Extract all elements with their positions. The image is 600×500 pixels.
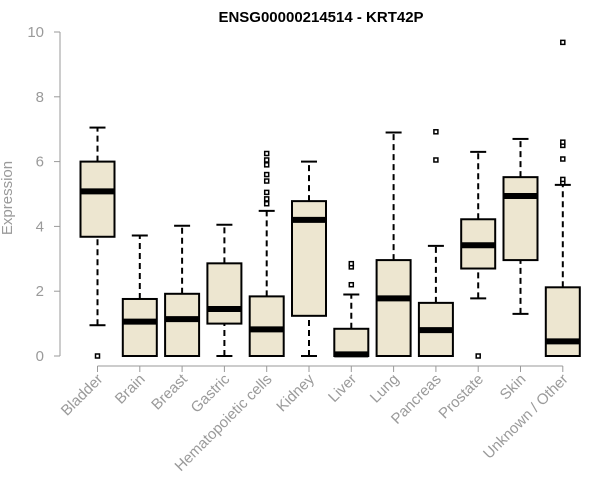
boxes-group <box>79 39 581 359</box>
box-body <box>502 176 539 262</box>
outlier-point <box>560 156 566 162</box>
y-tick-label: 0 <box>36 348 44 365</box>
outlier-point <box>433 129 439 135</box>
x-tick-label: Brain <box>112 371 149 408</box>
outlier-point <box>263 162 270 168</box>
y-axis-label: Expression <box>0 161 16 235</box>
box-breast <box>164 224 201 357</box>
outlier-point <box>348 281 355 288</box>
box-hematopoietic-cells <box>248 150 285 358</box>
box-body <box>121 297 158 358</box>
y-tick-label: 6 <box>36 154 44 171</box>
box-pancreas <box>417 129 454 358</box>
outlier-point <box>263 150 270 157</box>
outlier-point <box>560 39 566 46</box>
box-liver <box>333 260 370 358</box>
chart-title: ENSG00000214514 - KRT42P <box>218 9 423 26</box>
box-prostate <box>460 150 497 359</box>
y-tick-label: 10 <box>27 24 44 41</box>
y-tick-label: 4 <box>36 218 44 235</box>
outlier-point <box>433 157 439 163</box>
outlier-point <box>263 196 270 202</box>
outlier-point <box>348 260 355 267</box>
box-body <box>544 286 581 358</box>
y-tick-label: 8 <box>36 89 44 106</box>
x-tick-label: Lung <box>367 371 403 407</box>
box-unknown-other <box>544 39 581 358</box>
outlier-point <box>263 178 270 184</box>
outlier-point <box>560 139 566 145</box>
outlier-point <box>475 353 481 359</box>
box-gastric <box>206 223 243 357</box>
x-tick-label: Kidney <box>273 370 318 415</box>
box-body <box>206 262 243 325</box>
x-tick-label: Liver <box>325 371 360 406</box>
box-bladder <box>79 126 116 359</box>
x-tick-label: Skin <box>497 371 530 404</box>
box-body <box>248 295 285 358</box>
x-tick-label: Prostate <box>435 371 487 423</box>
outlier-point <box>263 200 270 207</box>
outlier-point <box>263 157 270 163</box>
outlier-point <box>94 353 101 359</box>
outlier-point <box>560 176 566 183</box>
box-body <box>164 292 201 357</box>
x-tick-label: Bladder <box>58 371 107 420</box>
x-tick-label: Breast <box>148 370 191 413</box>
box-skin <box>502 137 539 315</box>
box-brain <box>121 234 158 358</box>
outlier-point <box>263 171 270 178</box>
box-body <box>79 160 116 238</box>
y-tick-label: 2 <box>36 283 44 300</box>
box-body <box>375 259 412 358</box>
outlier-point <box>263 189 270 196</box>
box-kidney <box>291 160 327 357</box>
box-lung <box>375 131 412 358</box>
